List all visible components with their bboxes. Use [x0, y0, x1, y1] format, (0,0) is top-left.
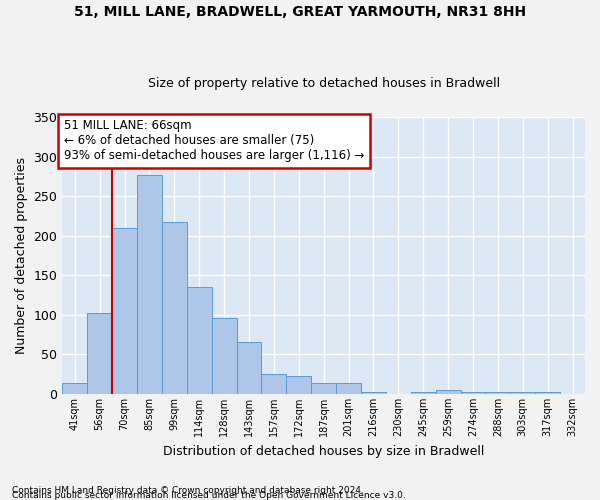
Bar — [361, 392, 386, 394]
Bar — [535, 392, 560, 394]
Bar — [311, 383, 336, 394]
Bar — [461, 392, 485, 394]
Y-axis label: Number of detached properties: Number of detached properties — [15, 157, 28, 354]
Title: Size of property relative to detached houses in Bradwell: Size of property relative to detached ho… — [148, 76, 500, 90]
Bar — [112, 228, 137, 394]
Text: Contains HM Land Registry data © Crown copyright and database right 2024.: Contains HM Land Registry data © Crown c… — [12, 486, 364, 495]
Bar — [212, 318, 236, 394]
Bar — [485, 392, 511, 394]
Bar — [262, 374, 286, 394]
Text: 51 MILL LANE: 66sqm
← 6% of detached houses are smaller (75)
93% of semi-detache: 51 MILL LANE: 66sqm ← 6% of detached hou… — [64, 120, 364, 162]
X-axis label: Distribution of detached houses by size in Bradwell: Distribution of detached houses by size … — [163, 444, 484, 458]
Bar — [286, 376, 311, 394]
Bar — [411, 392, 436, 394]
Bar — [336, 383, 361, 394]
Bar — [187, 287, 212, 394]
Text: 51, MILL LANE, BRADWELL, GREAT YARMOUTH, NR31 8HH: 51, MILL LANE, BRADWELL, GREAT YARMOUTH,… — [74, 5, 526, 19]
Bar — [162, 222, 187, 394]
Text: Contains public sector information licensed under the Open Government Licence v3: Contains public sector information licen… — [12, 491, 406, 500]
Bar — [137, 175, 162, 394]
Bar — [62, 383, 87, 394]
Bar — [236, 342, 262, 394]
Bar — [511, 392, 535, 394]
Bar — [87, 312, 112, 394]
Bar — [436, 390, 461, 394]
